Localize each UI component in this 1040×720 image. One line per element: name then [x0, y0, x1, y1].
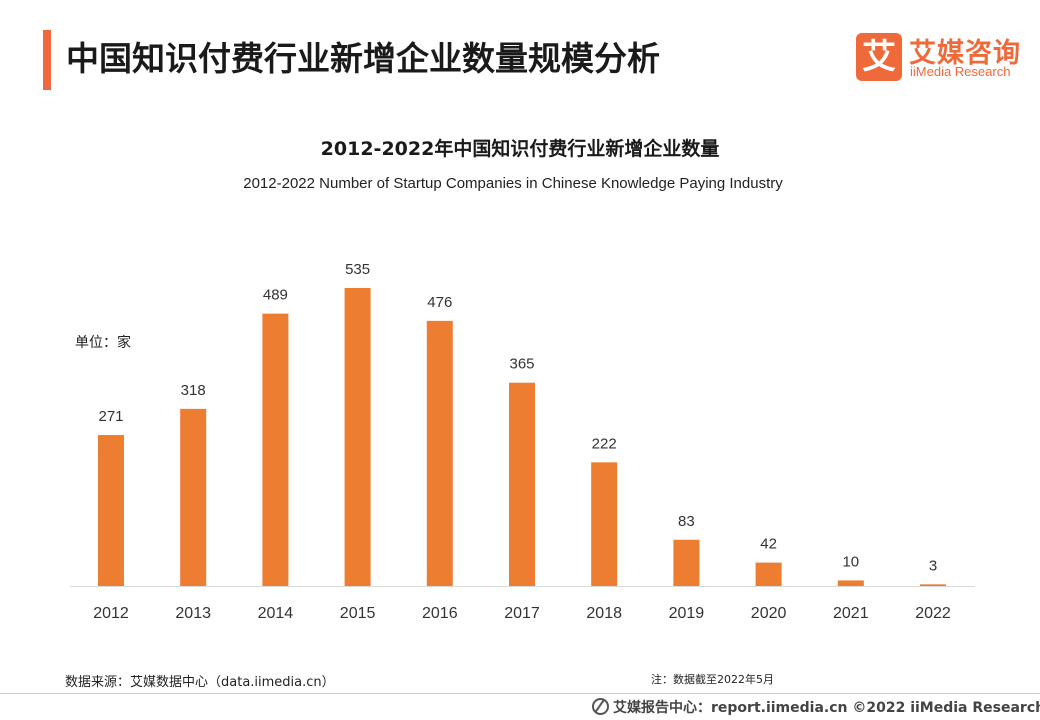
- x-tick-label: 2019: [669, 605, 705, 622]
- logo-mark-icon: 艾: [856, 33, 902, 81]
- date-note: 注：数据截至2022年5月: [651, 673, 774, 686]
- bar-value-label: 222: [592, 435, 617, 452]
- bar-2014: [262, 313, 289, 586]
- bar-value-label: 318: [181, 382, 206, 399]
- page-title: 中国知识付费行业新增企业数量规模分析: [66, 39, 660, 78]
- bar-value-label: 365: [509, 356, 534, 373]
- bar-2020: [755, 562, 782, 586]
- chart-title: 2012-2022年中国知识付费行业新增企业数量: [320, 138, 720, 160]
- logo-name-cn: 艾媒咨询: [909, 38, 1021, 69]
- source-note: 数据来源：艾媒数据中心（data.iimedia.cn）: [65, 675, 335, 690]
- title-accent-bar: [43, 30, 51, 90]
- footer-divider: [0, 693, 1040, 694]
- bar-value-label: 42: [760, 536, 777, 553]
- bar-value-label: 535: [345, 261, 370, 278]
- bar-2019: [673, 539, 700, 586]
- unit-label: 单位：家: [75, 335, 131, 351]
- x-tick-label: 2022: [915, 605, 951, 622]
- bar-2022: [920, 584, 946, 586]
- bar-value-label: 10: [842, 553, 859, 570]
- bar-2017: [509, 382, 535, 586]
- globe-icon: [592, 698, 609, 715]
- brand-logo: 艾 艾媒咨询 iiMedia Research: [856, 33, 1024, 83]
- bar-2016: [426, 320, 453, 586]
- x-tick-label: 2016: [422, 605, 458, 622]
- x-tick-label: 2012: [93, 605, 129, 622]
- bar-2015: [344, 288, 371, 586]
- bar-2013: [180, 408, 207, 586]
- bar-value-label: 83: [678, 513, 695, 530]
- bar-value-label: 489: [263, 287, 288, 304]
- x-tick-label: 2015: [340, 605, 376, 622]
- bar-2018: [591, 462, 618, 586]
- bar-2012: [98, 435, 124, 586]
- bar-value-label: 271: [98, 408, 123, 425]
- x-tick-label: 2013: [175, 605, 211, 622]
- chart-subtitle: 2012-2022 Number of Startup Companies in…: [243, 175, 783, 192]
- x-tick-label: 2017: [504, 605, 540, 622]
- x-tick-label: 2014: [258, 605, 294, 622]
- footer: 艾媒报告中心：report.iimedia.cn ©2022 iiMedia R…: [592, 697, 1040, 717]
- logo-name-en: iiMedia Research: [910, 64, 1011, 79]
- x-tick-label: 2021: [833, 605, 869, 622]
- bar-value-label: 476: [427, 294, 452, 311]
- footer-text: 艾媒报告中心：report.iimedia.cn ©2022 iiMedia R…: [613, 700, 1040, 716]
- bar-2021: [837, 580, 864, 586]
- bar-value-label: 3: [929, 557, 937, 574]
- x-tick-label: 2020: [751, 605, 787, 622]
- x-tick-label: 2018: [586, 605, 622, 622]
